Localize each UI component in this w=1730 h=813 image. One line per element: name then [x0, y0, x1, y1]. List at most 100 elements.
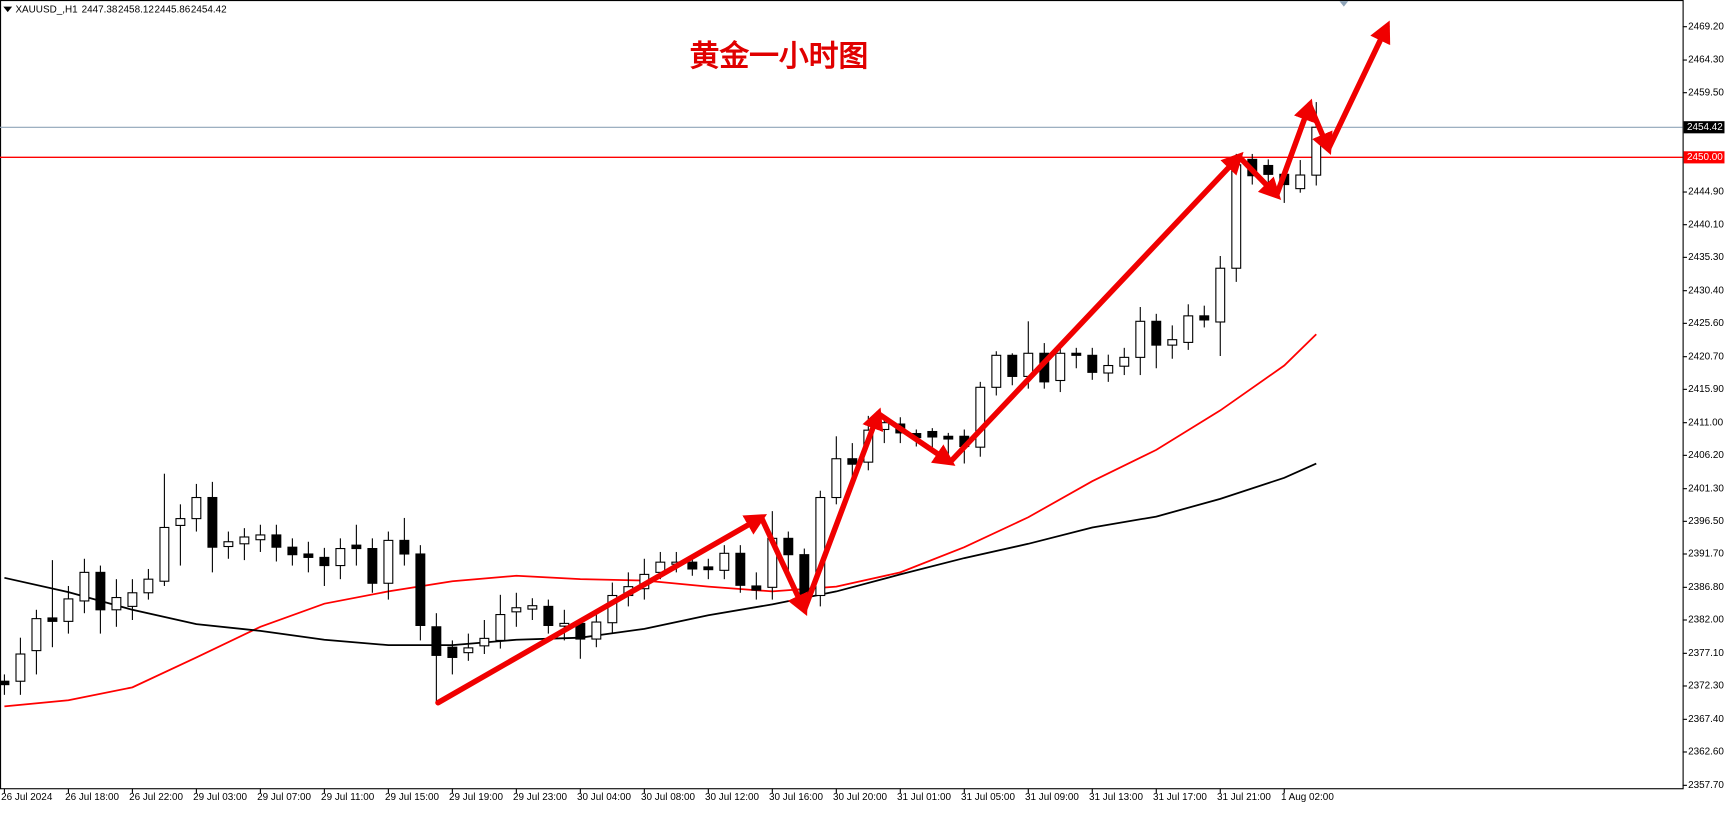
header-icon	[3, 6, 13, 13]
candle-body	[255, 534, 266, 541]
x-tick-label: 30 Jul 12:00	[705, 792, 759, 803]
y-tick-label: 2362.60	[1688, 747, 1724, 758]
candle-body	[1007, 354, 1018, 377]
candle-body	[287, 546, 298, 556]
candle-body	[143, 578, 154, 594]
candle-body	[1199, 315, 1210, 321]
x-tick-label: 31 Jul 17:00	[1153, 792, 1207, 803]
y-tick-label: 2372.30	[1688, 681, 1724, 692]
x-tick-label: 30 Jul 08:00	[641, 792, 695, 803]
candle-body	[31, 618, 42, 652]
y-tick-label: 2420.70	[1688, 351, 1724, 362]
y-tick-label: 2391.70	[1688, 549, 1724, 560]
candle-body	[1263, 164, 1274, 175]
candle-body	[159, 526, 170, 582]
candle-body	[1167, 339, 1178, 346]
candle-body	[479, 637, 490, 647]
candle-body	[943, 435, 954, 440]
candle-body	[239, 536, 250, 545]
y-tick-label: 2425.60	[1688, 318, 1724, 329]
candle-body	[415, 553, 426, 626]
moving-average	[4, 462, 1317, 647]
candle-body	[0, 680, 10, 686]
candle-body	[1055, 352, 1066, 382]
plot-frame	[0, 0, 1684, 790]
y-tick-label: 2444.90	[1688, 187, 1724, 198]
y-tick-label: 2469.20	[1688, 21, 1724, 32]
x-tick-label: 29 Jul 23:00	[513, 792, 567, 803]
candle-body	[783, 537, 794, 556]
y-tick-label: 2396.50	[1688, 516, 1724, 527]
candle-body	[111, 596, 122, 611]
y-tick-label: 2401.30	[1688, 483, 1724, 494]
y-tick-label: 2406.20	[1688, 450, 1724, 461]
x-tick-label: 29 Jul 11:00	[321, 792, 375, 803]
y-tick-label: 2464.30	[1688, 55, 1724, 66]
candle-body	[335, 548, 346, 567]
y-tick-label: 2435.30	[1688, 252, 1724, 263]
header-low: 2445.86	[154, 5, 190, 16]
moving-average	[4, 333, 1317, 708]
candle-body	[703, 566, 714, 571]
candle-body	[207, 496, 218, 548]
level-label-bg	[1683, 151, 1725, 164]
candle-body	[847, 458, 858, 465]
x-tick-label: 29 Jul 19:00	[449, 792, 503, 803]
plot	[0, 102, 1683, 708]
y-tick-label: 2377.10	[1688, 648, 1724, 659]
candle-body	[271, 534, 282, 548]
candle-body	[831, 458, 842, 499]
y-tick-label: 2357.70	[1688, 780, 1724, 791]
candle-body	[1119, 356, 1130, 367]
x-tick-label: 29 Jul 03:00	[193, 792, 247, 803]
x-tick-label: 30 Jul 20:00	[833, 792, 887, 803]
arrow	[1273, 98, 1315, 199]
header-high: 2458.12	[118, 5, 154, 16]
candle-body	[447, 646, 458, 658]
candle-body	[879, 422, 890, 431]
candle-body	[719, 552, 730, 571]
header: XAUUSD_,H1 2447.38 2458.12 2445.86 2454.…	[3, 1, 1349, 16]
header-close: 2454.42	[191, 5, 227, 16]
arrow	[1325, 20, 1391, 152]
arrow	[875, 410, 956, 466]
candle-body	[799, 554, 810, 597]
x-tick-label: 26 Jul 2024	[1, 792, 53, 803]
candle-body	[1215, 267, 1226, 323]
price-label-bg	[1683, 121, 1725, 134]
candle-body	[1231, 164, 1242, 269]
candle-body	[223, 541, 234, 548]
candle-body	[607, 594, 618, 624]
candle-body	[1183, 315, 1194, 343]
candle-body	[383, 539, 394, 584]
shift-marker	[1339, 1, 1349, 7]
symbol: XAUUSD_,H1	[15, 5, 78, 16]
header-open: 2447.38	[82, 5, 118, 16]
x-tick-label: 30 Jul 04:00	[577, 792, 631, 803]
candle-body	[927, 430, 938, 438]
candle-body	[1295, 174, 1306, 190]
candle-body	[319, 556, 330, 567]
arrow	[758, 514, 808, 617]
candle-body	[1071, 352, 1082, 356]
candle-body	[63, 598, 74, 622]
candle-body	[543, 605, 554, 626]
candle-body	[1135, 320, 1146, 358]
candle-body	[511, 607, 522, 613]
y-tick-label: 2459.50	[1688, 87, 1724, 98]
candle-body	[527, 605, 538, 610]
arrow	[1236, 153, 1282, 200]
x-tick-label: 1 Aug 02:00	[1281, 792, 1334, 803]
y-tick-label: 2382.00	[1688, 615, 1724, 626]
candle-body	[975, 386, 986, 448]
y-tick-label: 2411.00	[1688, 417, 1724, 428]
arrow	[435, 514, 768, 706]
candle-body	[991, 354, 1002, 388]
level-label: 2450.00	[1687, 152, 1723, 163]
candle-body	[15, 653, 26, 682]
y-tick-label: 2367.40	[1688, 714, 1724, 725]
candle-body	[751, 585, 762, 591]
